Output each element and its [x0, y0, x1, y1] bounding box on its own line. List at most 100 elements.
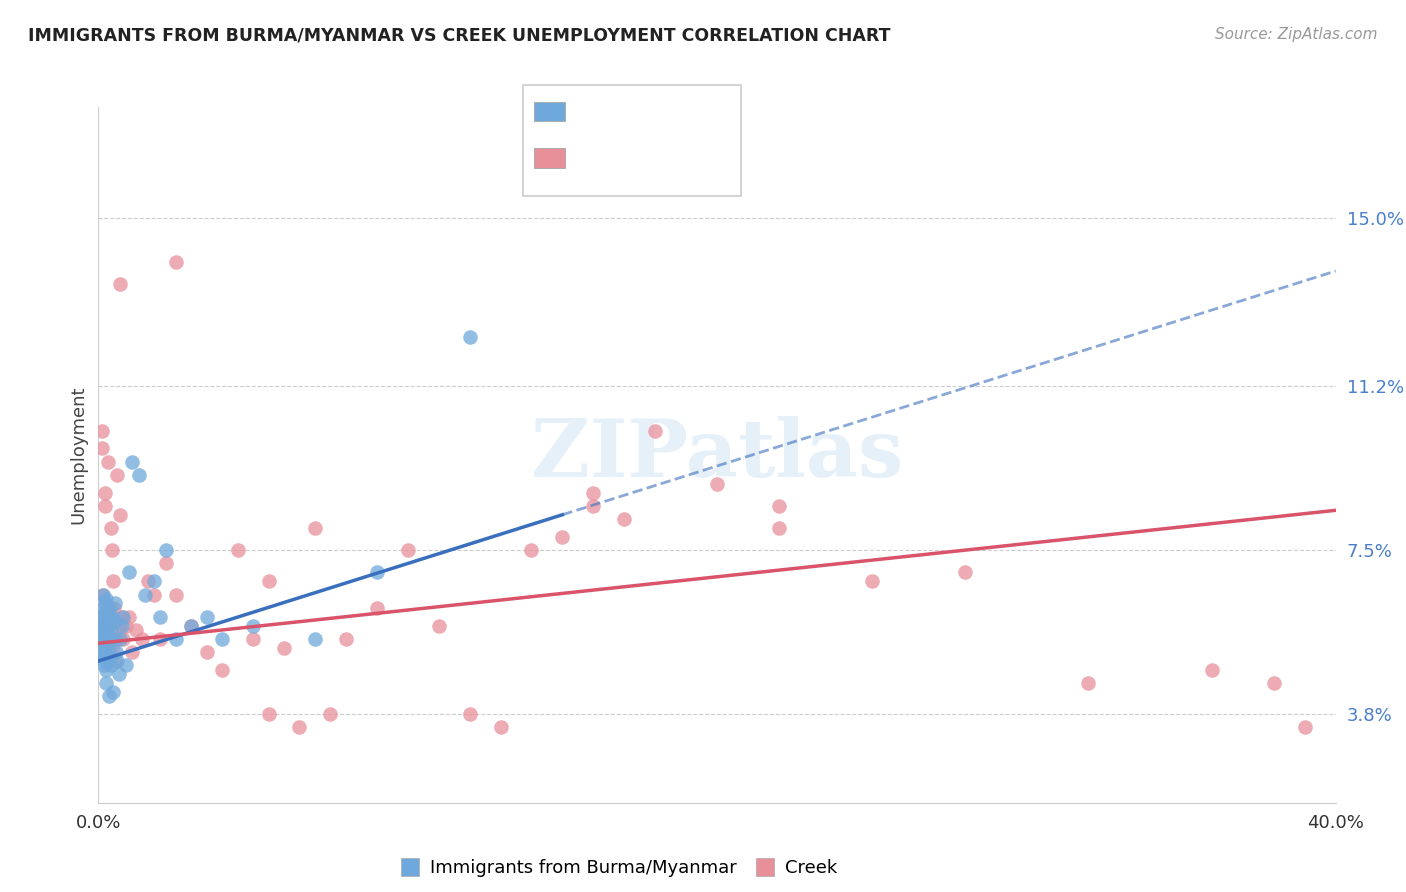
- Point: [100, 521, 122, 535]
- Point: [91, 623, 114, 637]
- Point: [396, 543, 419, 558]
- Text: N =: N =: [661, 103, 695, 120]
- Point: [105, 632, 128, 646]
- Point: [93, 658, 115, 673]
- Point: [1077, 676, 1099, 690]
- Point: [242, 618, 264, 632]
- Point: [107, 667, 129, 681]
- Point: [91, 424, 114, 438]
- Point: [304, 521, 326, 535]
- Point: [104, 654, 127, 668]
- Point: [273, 640, 295, 655]
- Point: [93, 627, 115, 641]
- Point: [458, 707, 481, 722]
- Point: [582, 485, 605, 500]
- Point: [91, 600, 114, 615]
- Point: [121, 645, 143, 659]
- Point: [100, 543, 122, 558]
- Point: [97, 690, 120, 704]
- Point: [551, 530, 574, 544]
- Point: [149, 632, 172, 646]
- Point: [242, 632, 264, 646]
- Point: [149, 609, 172, 624]
- Point: [103, 600, 125, 615]
- Text: IMMIGRANTS FROM BURMA/MYANMAR VS CREEK UNEMPLOYMENT CORRELATION CHART: IMMIGRANTS FROM BURMA/MYANMAR VS CREEK U…: [28, 27, 890, 45]
- Point: [96, 645, 118, 659]
- Point: [90, 632, 112, 646]
- Point: [108, 277, 131, 292]
- Point: [90, 442, 112, 456]
- Point: [134, 587, 156, 601]
- Point: [91, 614, 114, 628]
- Point: [105, 654, 128, 668]
- Point: [105, 645, 128, 659]
- Point: [98, 645, 121, 659]
- Point: [90, 645, 112, 659]
- Point: [93, 596, 115, 610]
- Y-axis label: Unemployment: Unemployment: [69, 385, 87, 524]
- Point: [103, 632, 125, 646]
- Point: [112, 632, 135, 646]
- Point: [860, 574, 883, 589]
- Point: [121, 454, 143, 468]
- Point: [97, 618, 120, 632]
- Point: [115, 658, 138, 673]
- Point: [118, 609, 141, 624]
- Point: [93, 654, 115, 668]
- Point: [98, 618, 121, 632]
- Point: [613, 512, 636, 526]
- Point: [107, 618, 129, 632]
- Point: [111, 609, 132, 624]
- Point: [155, 557, 177, 571]
- Point: [91, 587, 114, 601]
- Point: [104, 596, 127, 610]
- Point: [103, 685, 125, 699]
- Point: [768, 499, 790, 513]
- Point: [195, 609, 218, 624]
- Point: [103, 574, 125, 589]
- Point: [90, 609, 112, 624]
- Text: 70: 70: [693, 149, 718, 167]
- Point: [89, 609, 111, 624]
- Point: [489, 721, 512, 735]
- Point: [94, 605, 117, 619]
- Point: [100, 658, 122, 673]
- Point: [96, 623, 118, 637]
- Text: R = 0.312: R = 0.312: [576, 103, 666, 120]
- Point: [93, 587, 115, 601]
- Point: [94, 614, 117, 628]
- Point: [257, 707, 280, 722]
- Point: [96, 676, 118, 690]
- Point: [644, 424, 666, 438]
- Point: [97, 609, 120, 624]
- Point: [91, 636, 114, 650]
- Point: [582, 499, 605, 513]
- Point: [165, 632, 187, 646]
- Point: [706, 476, 728, 491]
- Point: [101, 609, 124, 624]
- Point: [226, 543, 249, 558]
- Point: [143, 574, 166, 589]
- Point: [124, 623, 146, 637]
- Point: [427, 618, 450, 632]
- Text: N =: N =: [661, 149, 695, 167]
- Point: [458, 330, 481, 344]
- Point: [953, 566, 976, 580]
- Point: [112, 609, 135, 624]
- Point: [94, 485, 117, 500]
- Point: [180, 618, 202, 632]
- Point: [136, 574, 159, 589]
- Text: 61: 61: [693, 103, 718, 120]
- Point: [98, 649, 121, 664]
- Point: [211, 663, 233, 677]
- Point: [768, 521, 790, 535]
- Point: [93, 499, 115, 513]
- Point: [118, 566, 141, 580]
- Point: [165, 587, 187, 601]
- Point: [108, 632, 131, 646]
- Point: [257, 574, 280, 589]
- Point: [94, 663, 117, 677]
- Text: R = 0.217: R = 0.217: [576, 149, 666, 167]
- Point: [97, 454, 120, 468]
- Text: ZIPatlas: ZIPatlas: [531, 416, 903, 494]
